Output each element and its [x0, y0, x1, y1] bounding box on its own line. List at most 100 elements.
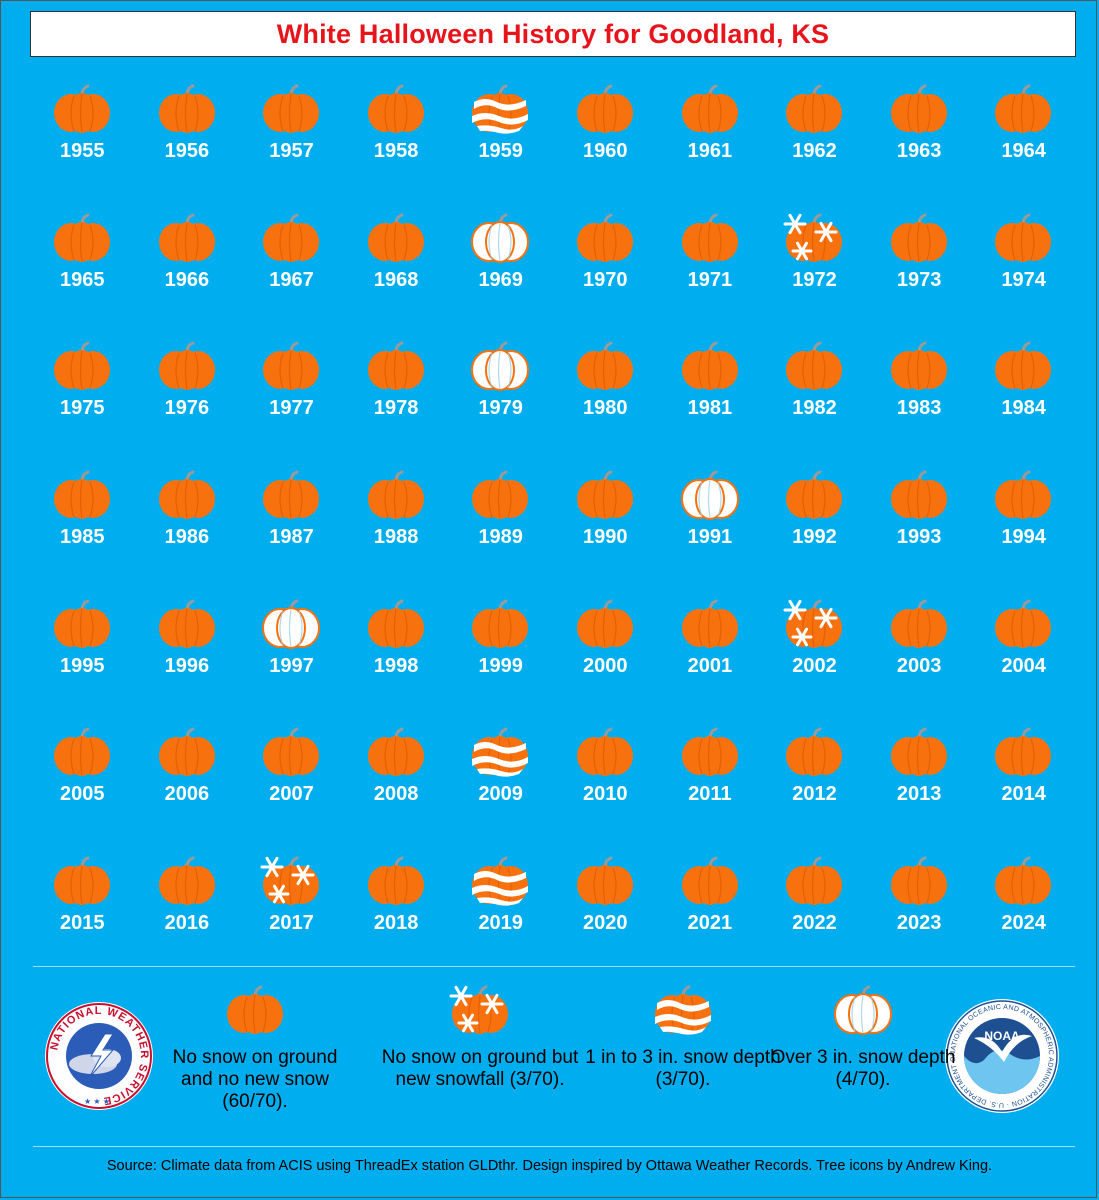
year-label: 1989: [478, 526, 523, 549]
year-cell: 2020: [553, 852, 658, 952]
year-cell: 1959: [448, 80, 553, 180]
orange-pumpkin-icon: [577, 599, 633, 648]
year-cell: 1989: [448, 466, 553, 566]
striped-snow-pumpkin-icon: [472, 727, 529, 778]
year-label: 1956: [164, 140, 210, 162]
orange-pumpkin-icon: [158, 213, 215, 262]
year-label: 1985: [60, 526, 105, 549]
orange-pumpkin-icon: [367, 727, 424, 777]
year-label: 1978: [373, 397, 419, 420]
year-cell: 1988: [344, 466, 449, 566]
orange-pumpkin-icon: [995, 856, 1052, 906]
orange-pumpkin-icon: [472, 599, 529, 648]
year-label: 1984: [1001, 397, 1046, 420]
year-label: 1981: [687, 397, 733, 420]
legend-label: Over 3 in. snow depth (4/70).: [770, 1047, 956, 1090]
year-cell: 1977: [239, 337, 344, 437]
year-label: 2009: [478, 783, 523, 806]
year-cell: 1993: [867, 466, 972, 566]
year-label: 1971: [687, 268, 733, 291]
year-cell: 2018: [344, 852, 449, 952]
year-label: 1955: [60, 140, 105, 162]
year-label: 2010: [583, 783, 628, 806]
orange-pumpkin-icon: [786, 856, 843, 906]
orange-pumpkin-icon: [890, 727, 947, 777]
year-cell: 1956: [135, 80, 240, 180]
year-row: 1975 1976 1977 1978 1979 1980 1981 1982 1983 1984: [30, 337, 1076, 466]
year-cell: 1978: [344, 337, 449, 437]
year-label: 1994: [1001, 526, 1046, 549]
year-label: 2021: [687, 912, 733, 935]
year-label: 2005: [60, 783, 105, 806]
year-label: 1995: [60, 654, 105, 677]
year-cell: 2015: [30, 852, 135, 952]
year-cell: 1960: [553, 80, 658, 180]
white-pumpkin-icon: [262, 599, 321, 649]
white-pumpkin-icon: [471, 213, 530, 263]
year-label: 1988: [373, 526, 419, 549]
year-cell: 1967: [239, 209, 344, 309]
year-row: 1995 1996 1997 1998 1999 2000 2001 2002 2003 2004: [30, 595, 1076, 724]
year-label: 2024: [1001, 912, 1046, 935]
striped-snow-pumpkin-icon: [472, 84, 529, 134]
orange-pumpkin-icon: [577, 470, 633, 520]
orange-pumpkin-icon: [995, 599, 1052, 648]
year-cell: 2002: [762, 595, 867, 695]
orange-pumpkin-icon: [367, 213, 424, 262]
year-cell: 1981: [658, 337, 763, 437]
year-cell: 1990: [553, 466, 658, 566]
year-row: 1955 1956 1957 1958 1959 1960 1961 1962 1963 1964: [30, 80, 1076, 209]
snowflake-pumpkin-icon: [783, 599, 843, 648]
year-grid: 1955 1956 1957 1958 1959 1960 1961 1962 1963 1964…: [30, 80, 1076, 981]
year-cell: 1971: [658, 209, 763, 309]
snowflake-pumpkin-icon: [783, 213, 843, 262]
year-label: 1965: [60, 268, 105, 291]
year-label: 2020: [583, 912, 628, 935]
year-label: 2014: [1001, 783, 1046, 806]
orange-pumpkin-icon: [577, 84, 633, 133]
year-cell: 1964: [971, 80, 1076, 180]
year-cell: 1997: [239, 595, 344, 695]
year-label: 1967: [269, 268, 314, 291]
year-row: 2015 2016 2017 2018 2019 2020 2021 2022 2023 2024: [30, 852, 1076, 981]
striped-snow-pumpkin-icon: [655, 985, 711, 1035]
year-label: 1990: [583, 526, 628, 549]
year-cell: 2010: [553, 723, 658, 823]
year-label: 1968: [373, 268, 419, 291]
year-cell: 1966: [135, 209, 240, 309]
orange-pumpkin-icon: [786, 470, 843, 520]
white-pumpkin-icon: [471, 341, 530, 392]
year-row: 2005 2006 2007 2008 2009 2010 2011 2012 2013 2014: [30, 723, 1076, 852]
year-cell: 1957: [239, 80, 344, 180]
orange-pumpkin-icon: [995, 341, 1052, 391]
year-label: 1976: [164, 397, 210, 420]
year-label: 2003: [896, 654, 942, 677]
year-cell: 1955: [30, 80, 135, 180]
year-cell: 2004: [971, 595, 1076, 695]
orange-pumpkin-icon: [158, 84, 215, 133]
orange-pumpkin-icon: [681, 856, 738, 906]
orange-pumpkin-icon: [367, 470, 424, 520]
legend-label: 1 in to 3 in. snow depth (3/70).: [585, 1047, 781, 1090]
orange-pumpkin-icon: [995, 727, 1052, 777]
orange-pumpkin-icon: [54, 84, 110, 133]
year-cell: 2019: [448, 852, 553, 952]
year-cell: 2000: [553, 595, 658, 695]
year-label: 2023: [896, 912, 942, 935]
year-cell: 1985: [30, 466, 135, 566]
orange-pumpkin-icon: [367, 84, 424, 133]
year-cell: 1980: [553, 337, 658, 437]
year-label: 2006: [164, 783, 210, 806]
year-label: 1969: [478, 268, 523, 291]
year-label: 2008: [373, 783, 419, 806]
year-cell: 1963: [867, 80, 972, 180]
orange-pumpkin-icon: [263, 341, 320, 391]
year-label: 1966: [164, 268, 210, 291]
orange-pumpkin-icon: [890, 856, 947, 906]
orange-pumpkin-icon: [367, 341, 424, 391]
year-cell: 1979: [448, 337, 553, 437]
year-row: 1985 1986 1987 1988 1989 1990 1991 1992 1993 1994: [30, 466, 1076, 595]
year-cell: 2008: [344, 723, 449, 823]
year-cell: 1962: [762, 80, 867, 180]
